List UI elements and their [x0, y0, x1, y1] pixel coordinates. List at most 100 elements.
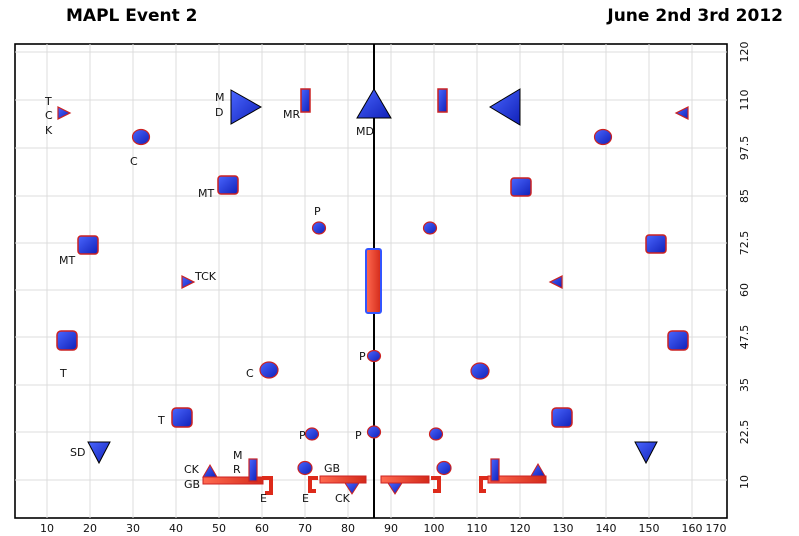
bunker-label: C [130, 155, 138, 168]
c-bunker [131, 128, 151, 146]
y-tick: 72.5 [738, 231, 751, 256]
x-tick: 90 [384, 522, 398, 535]
x-tick: 80 [341, 522, 355, 535]
y-tick: 60 [738, 283, 751, 297]
bunker-label: P [314, 205, 321, 218]
t-bunker [56, 330, 78, 351]
x-axis: 10 20 30 40 50 60 70 80 90 100 110 120 1… [40, 522, 727, 535]
c-bunker [470, 362, 490, 380]
x-tick: 170 [706, 522, 727, 535]
y-axis: 120 110 97.5 85 72.5 60 47.5 35 22.5 10 [738, 42, 751, 490]
mr-bunker [437, 88, 448, 113]
gb-bunker [319, 475, 367, 484]
bunker-label: P [299, 429, 306, 442]
tck-bunker [181, 275, 196, 289]
e-bunker [479, 476, 490, 493]
gb-bunker [380, 475, 430, 484]
bunker-label: MT [198, 187, 214, 200]
mt-bunker [645, 234, 667, 254]
bunker-label: MR [283, 108, 300, 121]
bunker-label: E [302, 492, 309, 505]
bunker-label: CK [335, 492, 351, 505]
t-bunker [667, 330, 689, 351]
x-tick: 160 [682, 522, 703, 535]
sd-bunker [87, 441, 111, 465]
t-bunker [551, 407, 573, 428]
p-bunker [366, 425, 382, 439]
e-bunker [308, 476, 318, 493]
x-tick: 20 [83, 522, 97, 535]
c-bunker [259, 361, 279, 379]
bunker-label: D [215, 106, 223, 119]
bunker-label: M [233, 449, 243, 462]
e-bunker [431, 476, 441, 493]
md-center-bunker [356, 88, 392, 119]
x-tick: 100 [424, 522, 445, 535]
ck-bunker [387, 482, 403, 495]
mt-bunker [77, 235, 99, 255]
y-tick: 110 [738, 90, 751, 111]
mr-bunker [248, 458, 258, 482]
y-tick: 22.5 [738, 420, 751, 445]
md-triangle-bunker [230, 89, 263, 125]
x-tick: 70 [298, 522, 312, 535]
gb-bunker [202, 476, 264, 485]
x-tick: 30 [126, 522, 140, 535]
mt-bunker [217, 175, 239, 195]
x-tick: 110 [467, 522, 488, 535]
bunker-label: TCK [194, 270, 217, 283]
ck-bunker [344, 482, 360, 495]
x-tick: 60 [255, 522, 269, 535]
x-tick: 120 [510, 522, 531, 535]
bunker-label: P [355, 429, 362, 442]
y-tick: 35 [738, 378, 751, 392]
e-bunker [262, 476, 273, 495]
bunker-label: R [233, 463, 241, 476]
mr-bunker [490, 458, 500, 482]
bunker-label: MT [59, 254, 75, 267]
t-bunker [171, 407, 193, 428]
y-tick: 85 [738, 189, 751, 203]
bunker-label: GB [184, 478, 200, 491]
event-date: June 2nd 3rd 2012 [607, 6, 783, 26]
mt-bunker [510, 177, 532, 197]
p-bunker [311, 221, 327, 235]
c-bunker [593, 128, 613, 146]
p-bunker [297, 460, 313, 476]
p-bunker [422, 221, 438, 235]
bunker-label: T [44, 95, 52, 108]
p-bunker [366, 349, 382, 363]
x-tick: 150 [639, 522, 660, 535]
y-tick: 47.5 [738, 325, 751, 350]
bunker-label: SD [70, 446, 85, 459]
x-tick: 40 [169, 522, 183, 535]
x-tick: 10 [40, 522, 54, 535]
p-bunker [304, 427, 320, 441]
bunker-label: M [215, 91, 225, 104]
bunker-label: MD [356, 125, 374, 138]
mr-bunker [300, 88, 311, 113]
x-tick: 140 [596, 522, 617, 535]
sd-bunker [634, 441, 658, 465]
bunker-label: E [260, 492, 267, 505]
y-tick: 120 [738, 42, 751, 63]
y-tick: 10 [738, 475, 751, 489]
tck-bunker [674, 106, 689, 120]
x-tick: 50 [212, 522, 226, 535]
center-bunker [365, 248, 382, 314]
bunker-label: C [246, 367, 254, 380]
bunker-label: T [157, 414, 165, 427]
gb-bunker [487, 475, 547, 484]
bunker-label: CK [184, 463, 200, 476]
bunker-label: K [45, 124, 53, 137]
ck-bunker [530, 463, 546, 477]
md-triangle-bunker [489, 88, 521, 126]
tck-bunker [548, 275, 563, 289]
bunker-label: T [59, 367, 67, 380]
event-title: MAPL Event 2 [66, 6, 198, 26]
bunker-label: GB [324, 462, 340, 475]
tck-bunker [57, 106, 72, 120]
bunker-label: C [45, 109, 53, 122]
bunker-label: P [359, 350, 366, 363]
